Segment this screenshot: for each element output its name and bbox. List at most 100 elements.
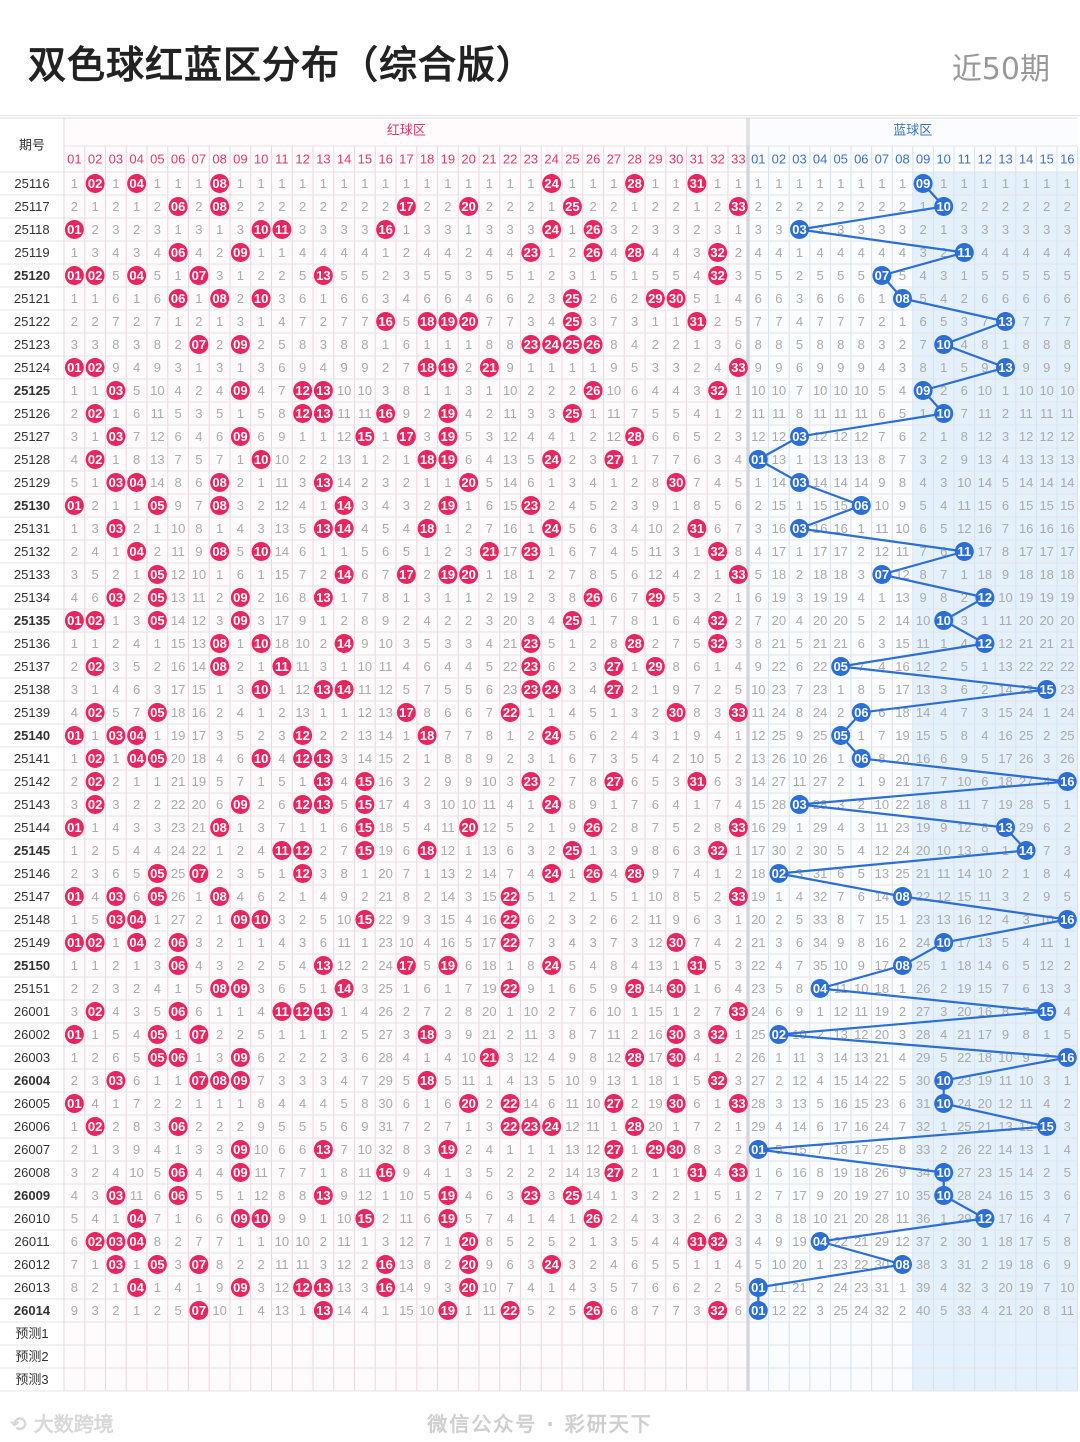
red-miss-value: 6	[610, 1303, 617, 1318]
red-miss-value: 8	[486, 728, 493, 743]
red-miss-value: 4	[133, 843, 140, 858]
red-miss-value: 3	[693, 843, 700, 858]
red-miss-value: 3	[548, 291, 555, 306]
red-miss-value: 1	[631, 268, 638, 283]
red-ball	[168, 243, 188, 262]
red-miss-value: 1	[237, 935, 244, 950]
blue-miss-value: 15	[916, 728, 930, 743]
red-miss-value: 19	[503, 590, 517, 605]
blue-miss-value: 23	[916, 912, 930, 927]
issue-cell: 25126	[14, 406, 50, 421]
blue-miss-value: 22	[854, 1257, 868, 1272]
red-miss-value: 8	[569, 1027, 576, 1042]
red-miss-value: 25	[171, 866, 185, 881]
red-miss-value: 4	[320, 889, 327, 904]
red-miss-value: 14	[337, 1303, 351, 1318]
blue-miss-value: 6	[775, 291, 782, 306]
red-ball-label: 04	[129, 728, 144, 743]
red-miss-value: 11	[192, 590, 206, 605]
red-ball	[687, 772, 707, 791]
page-title: 双色球红蓝区分布（综合版）	[28, 43, 536, 87]
red-ball	[521, 1186, 541, 1205]
red-miss-value: 1	[382, 1188, 389, 1203]
red-miss-value: 8	[693, 498, 700, 513]
red-miss-value: 1	[237, 1188, 244, 1203]
red-ball	[396, 703, 416, 722]
blue-ball-label: 12	[978, 1211, 992, 1226]
red-miss-value: 7	[569, 774, 576, 789]
red-miss-value: 14	[503, 475, 517, 490]
blue-miss-value: 7	[858, 912, 865, 927]
blue-miss-value: 17	[1060, 544, 1074, 559]
red-miss-value: 4	[527, 1280, 534, 1295]
red-miss-value: 19	[378, 843, 392, 858]
blue-miss-value: 5	[961, 360, 968, 375]
red-miss-value: 5	[424, 636, 431, 651]
blue-miss-value: 1	[1002, 383, 1009, 398]
red-ball	[666, 1025, 686, 1044]
red-miss-value: 5	[444, 682, 451, 697]
red-miss-value: 4	[424, 935, 431, 950]
blue-miss-value: 4	[878, 360, 885, 375]
red-miss-value: 7	[154, 314, 161, 329]
red-miss-value: 7	[424, 1234, 431, 1249]
red-miss-value: 2	[112, 199, 119, 214]
red-miss-value: 1	[112, 544, 119, 559]
red-miss-value: 28	[378, 1050, 392, 1065]
red-miss-value: 3	[444, 636, 451, 651]
red-miss-value: 3	[341, 1050, 348, 1065]
blue-miss-value: 2	[878, 314, 885, 329]
red-miss-value: 6	[112, 291, 119, 306]
blue-miss-value: 10	[751, 682, 765, 697]
red-miss-value: 16	[275, 590, 289, 605]
blue-miss-value: 4	[940, 1280, 947, 1295]
blue-miss-value: 22	[1039, 659, 1053, 674]
red-ball-label: 08	[212, 636, 226, 651]
red-ball-label: 03	[109, 1188, 123, 1203]
red-ball-label: 16	[378, 1257, 392, 1272]
blue-miss-value: 1	[1043, 176, 1050, 191]
red-ball-label: 24	[544, 866, 559, 881]
red-miss-value: 4	[299, 958, 306, 973]
blue-miss-value: 29	[772, 820, 786, 835]
red-miss-value: 4	[133, 636, 140, 651]
red-miss-value: 1	[92, 1142, 99, 1157]
red-miss-value: 3	[465, 268, 472, 283]
red-miss-value: 3	[237, 498, 244, 513]
red-miss-value: 1	[320, 544, 327, 559]
blue-miss-value: 19	[772, 590, 786, 605]
red-miss-value: 11	[275, 1257, 289, 1272]
blue-miss-value: 9	[816, 360, 823, 375]
red-miss-value: 4	[507, 245, 514, 260]
red-ball	[127, 1209, 147, 1228]
red-ball	[313, 1278, 333, 1297]
blue-miss-value: 16	[1060, 521, 1074, 536]
red-ball-label: 13	[316, 383, 330, 398]
red-miss-value: 27	[171, 912, 185, 927]
red-miss-value: 9	[216, 1280, 223, 1295]
red-miss-value: 4	[569, 935, 576, 950]
red-ball-label: 09	[233, 613, 247, 628]
red-miss-value: 2	[195, 912, 202, 927]
blue-miss-value: 7	[837, 314, 844, 329]
red-ball-label: 03	[109, 728, 123, 743]
blue-miss-value: 19	[957, 981, 971, 996]
red-miss-value: 4	[237, 889, 244, 904]
red-miss-value: 1	[71, 521, 78, 536]
red-miss-value: 3	[590, 935, 597, 950]
blue-ball	[934, 335, 954, 354]
blue-ball-label: 05	[833, 728, 847, 743]
blue-miss-value: 8	[858, 935, 865, 950]
red-ball-label: 30	[669, 935, 683, 950]
red-ball-label: 32	[710, 544, 724, 559]
red-miss-value: 3	[175, 360, 182, 375]
blue-miss-value: 1	[1002, 176, 1009, 191]
red-miss-value: 4	[714, 728, 721, 743]
red-miss-value: 2	[590, 199, 597, 214]
blue-miss-value: 9	[796, 728, 803, 743]
red-ball-label: 03	[109, 475, 123, 490]
blue-miss-value: 20	[1019, 613, 1033, 628]
red-miss-value: 6	[361, 1050, 368, 1065]
red-miss-value: 4	[195, 245, 202, 260]
red-miss-value: 1	[714, 1257, 721, 1272]
